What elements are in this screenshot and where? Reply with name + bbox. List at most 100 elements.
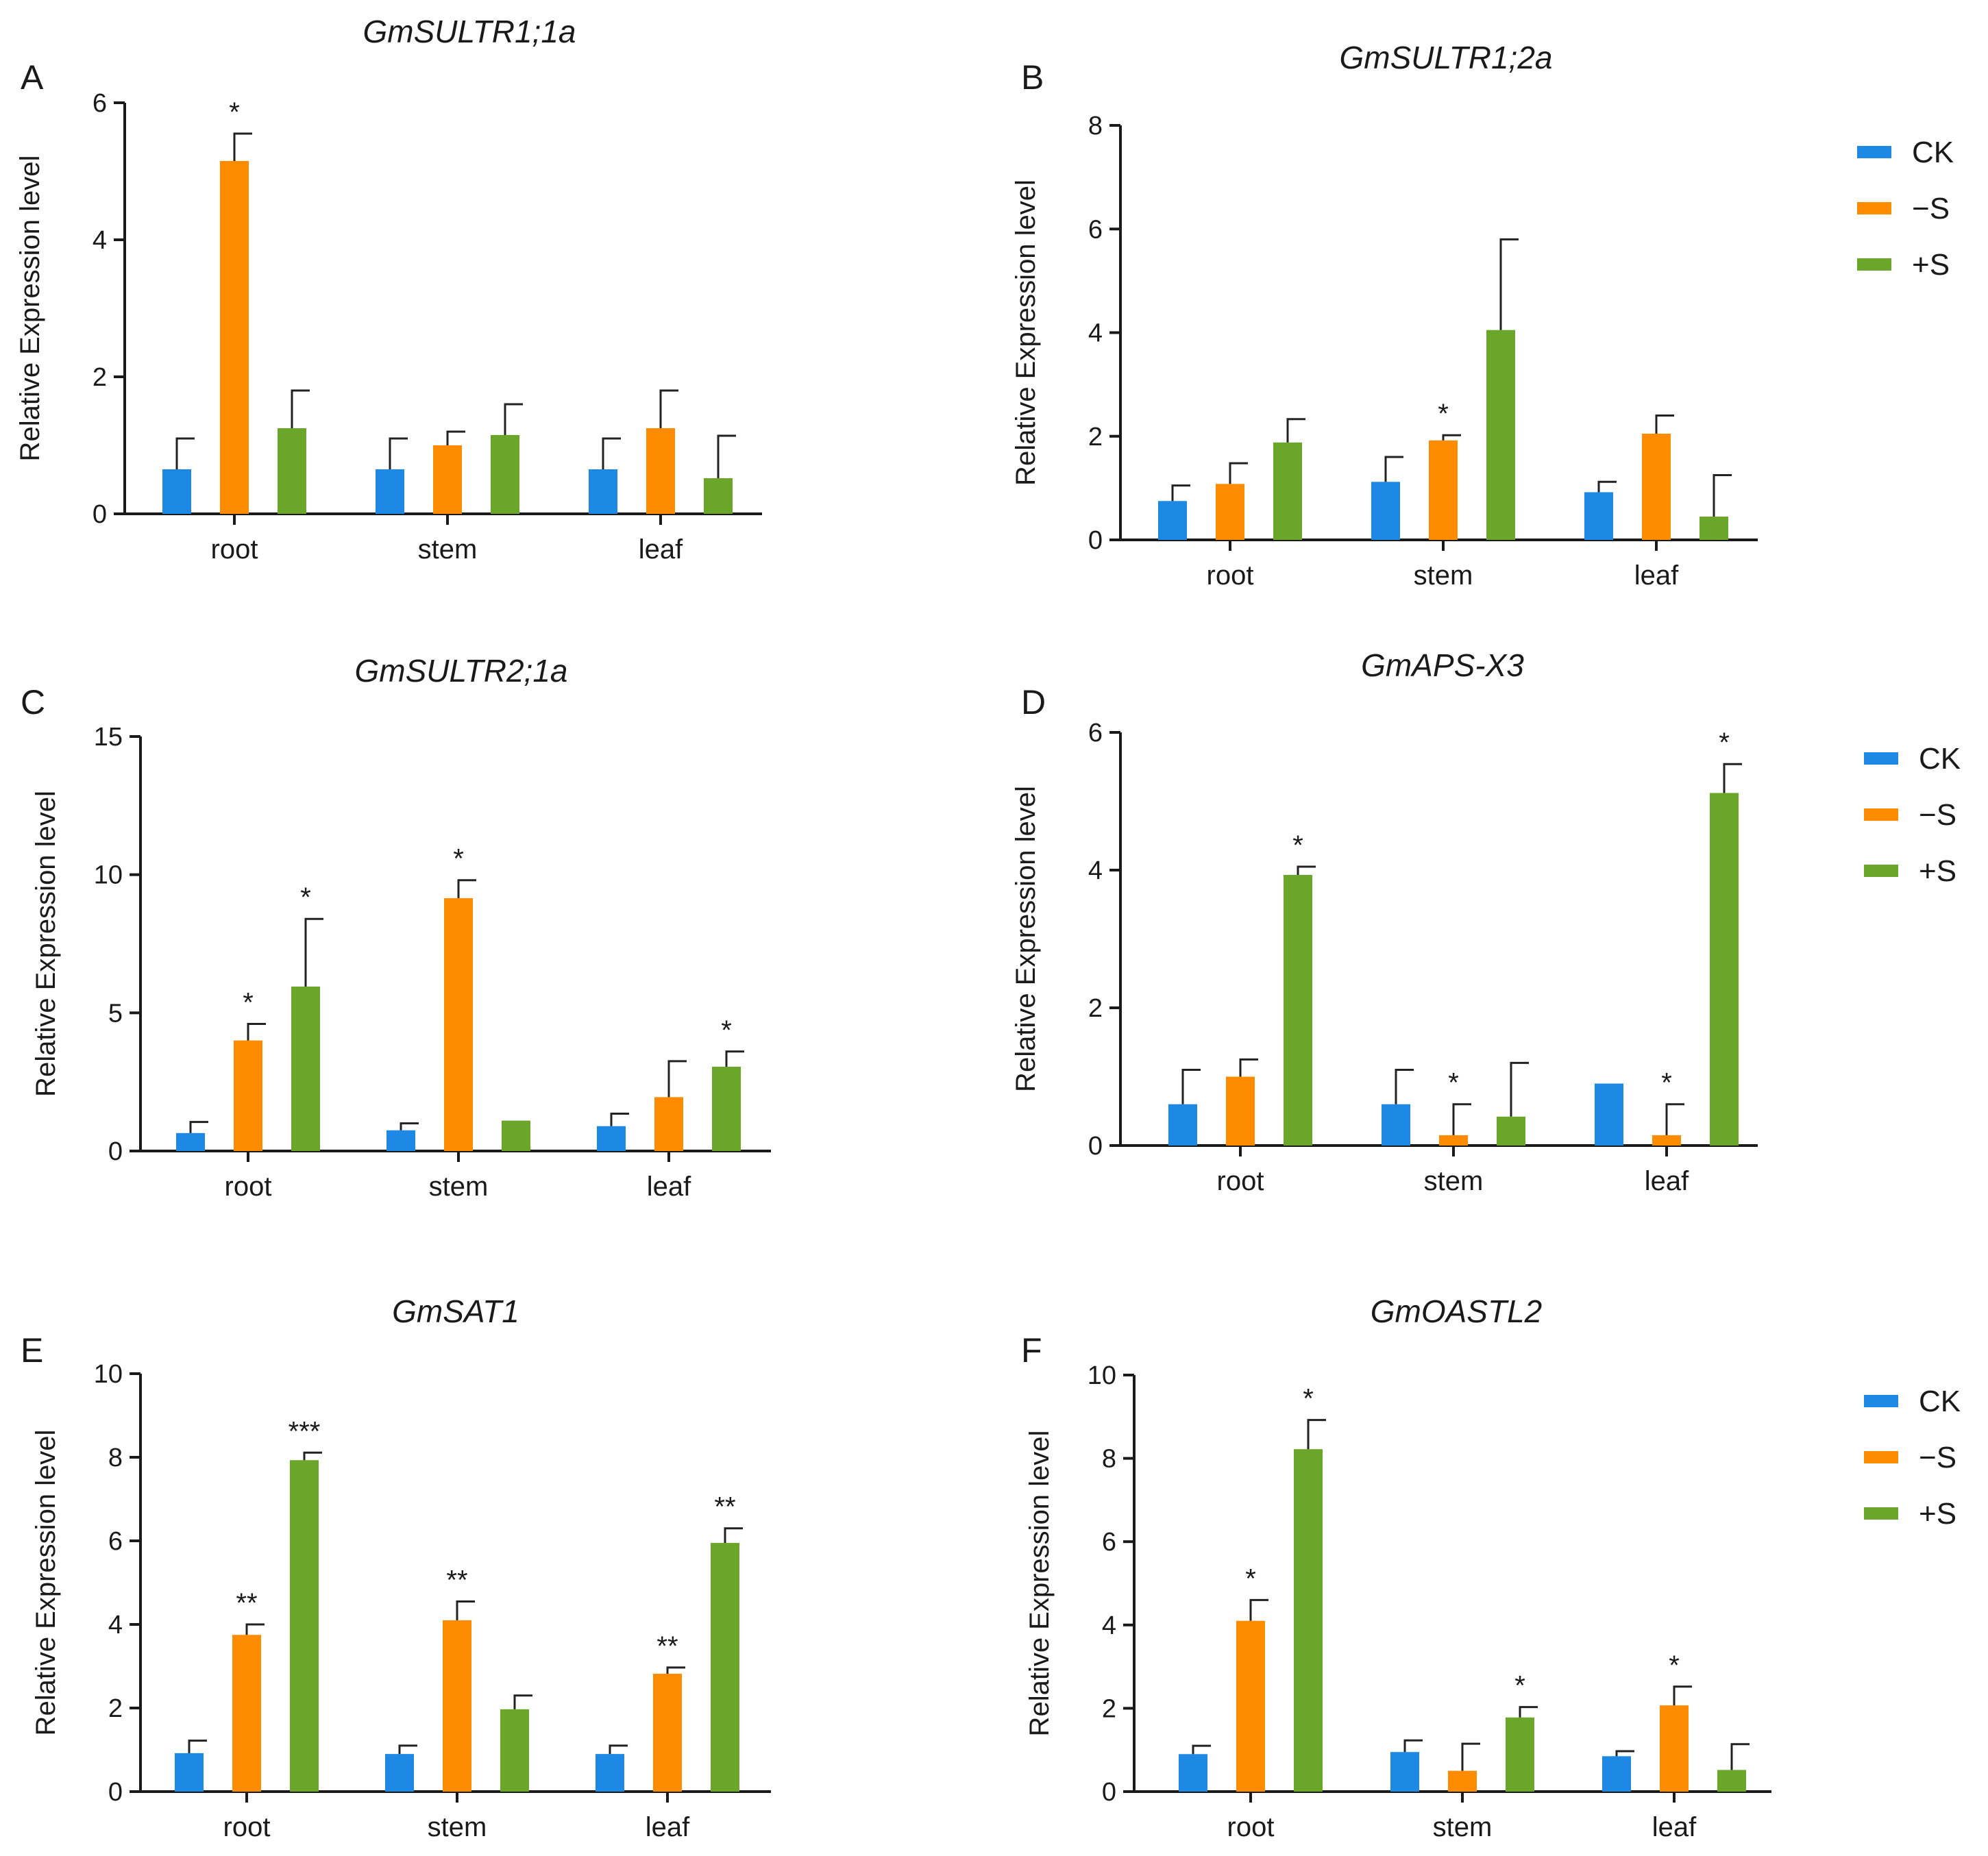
x-tick-label: stem xyxy=(418,534,478,565)
legend-swatch xyxy=(1864,808,1898,821)
x-tick-label: root xyxy=(1207,560,1254,591)
legend-swatch xyxy=(1857,202,1891,214)
bar xyxy=(589,469,617,514)
legend: CK −S +S xyxy=(1857,136,1954,282)
legend-label: −S xyxy=(1912,192,1950,225)
bar xyxy=(654,1097,683,1151)
x-tick-label: leaf xyxy=(646,1812,690,1842)
bar xyxy=(1602,1756,1631,1792)
y-axis-label: Relative Expression level xyxy=(1011,786,1041,1092)
legend: CK −S +S xyxy=(1864,1385,1961,1531)
y-tick-label: 6 xyxy=(1088,215,1103,244)
chart-title: GmSULTR1;2a xyxy=(1339,40,1552,75)
legend: CK −S +S xyxy=(1864,742,1961,888)
bar xyxy=(376,469,404,514)
y-tick-label: 2 xyxy=(1088,994,1103,1023)
panel-letter: A xyxy=(21,58,44,97)
y-tick-label: 0 xyxy=(1088,1132,1103,1161)
x-tick-label: stem xyxy=(428,1812,487,1842)
y-tick-label: 0 xyxy=(93,500,107,529)
bar xyxy=(232,1635,261,1792)
y-tick-label: 5 xyxy=(108,999,123,1028)
legend-swatch xyxy=(1864,1451,1898,1463)
chart-panel-c: C GmSULTR2;1a Relative Expression level 0 5 1… xyxy=(21,653,771,1202)
y-tick-label: 8 xyxy=(1102,1445,1116,1474)
panel-letter: B xyxy=(1021,58,1044,97)
bar xyxy=(596,1754,624,1792)
y-tick-label: 10 xyxy=(94,1360,123,1389)
bar xyxy=(1216,484,1244,540)
bar xyxy=(1382,1104,1410,1146)
significance-label: ** xyxy=(714,1492,735,1522)
significance-label: * xyxy=(1438,399,1449,429)
chart-title: GmOASTL2 xyxy=(1371,1294,1543,1329)
bar xyxy=(162,469,191,514)
bar xyxy=(1226,1076,1255,1146)
y-tick-label: 6 xyxy=(1102,1528,1116,1557)
bar xyxy=(712,1066,741,1151)
x-tick-label: leaf xyxy=(639,534,683,565)
bar xyxy=(491,435,519,514)
bar xyxy=(1179,1754,1207,1792)
significance-label: ** xyxy=(656,1631,678,1661)
significance-label: ** xyxy=(236,1588,257,1618)
bar xyxy=(443,1620,471,1792)
legend-swatch xyxy=(1864,1507,1898,1520)
y-tick-label: 10 xyxy=(1088,1361,1116,1390)
significance-label: * xyxy=(229,97,240,127)
x-tick-label: stem xyxy=(1433,1812,1493,1842)
bar xyxy=(1294,1449,1323,1792)
x-tick-label: leaf xyxy=(1645,1166,1689,1196)
x-tick-label: root xyxy=(225,1172,272,1202)
bar xyxy=(704,478,733,514)
y-tick-label: 6 xyxy=(1088,719,1103,747)
y-axis-label: Relative Expression level xyxy=(31,1430,61,1736)
significance-label: * xyxy=(1292,830,1303,861)
y-tick-label: 0 xyxy=(1102,1778,1116,1807)
legend-label: CK xyxy=(1919,742,1961,776)
chart-panel-d: D GmAPS-X3 Relative Expression level 0 2 4 6 ro… xyxy=(1011,647,1961,1196)
y-tick-label: 8 xyxy=(108,1444,123,1472)
y-tick-label: 0 xyxy=(108,1137,123,1166)
chart-title: GmSULTR2;1a xyxy=(354,653,567,689)
bar xyxy=(1429,440,1458,540)
y-tick-label: 6 xyxy=(93,89,107,118)
chart-panel-b: B GmSULTR1;2a Relative Expression level 0 2 4… xyxy=(1011,40,1954,591)
bar xyxy=(1584,492,1613,540)
panel-letter: E xyxy=(21,1331,43,1370)
panel-letter: F xyxy=(1021,1331,1042,1370)
significance-label: *** xyxy=(289,1416,321,1446)
bar xyxy=(1699,516,1728,540)
legend-label: +S xyxy=(1919,854,1956,888)
x-tick-label: leaf xyxy=(647,1172,691,1202)
legend-label: +S xyxy=(1919,1497,1956,1531)
significance-label: * xyxy=(1669,1650,1680,1681)
y-axis-label: Relative Expression level xyxy=(1011,180,1041,486)
bar xyxy=(1486,330,1515,540)
legend-label: CK xyxy=(1919,1385,1961,1418)
y-tick-label: 0 xyxy=(1088,526,1103,555)
y-tick-label: 15 xyxy=(94,723,123,752)
chart-panel-e: E GmSAT1 Relative Expression level 0 2 4 6 8 10 r… xyxy=(21,1294,771,1842)
significance-label: * xyxy=(300,882,311,913)
x-tick-label: root xyxy=(1227,1812,1275,1842)
panel-letter: C xyxy=(21,683,45,721)
bar xyxy=(1168,1104,1197,1146)
bar xyxy=(1448,1770,1477,1792)
bar xyxy=(1236,1620,1265,1792)
bar xyxy=(385,1754,414,1792)
bar xyxy=(646,428,675,514)
bar xyxy=(1439,1135,1468,1146)
chart-title: GmAPS-X3 xyxy=(1361,647,1524,683)
significance-label: * xyxy=(1719,728,1730,758)
bar xyxy=(1158,501,1187,540)
legend-swatch xyxy=(1864,1395,1898,1407)
chart-panel-f: F GmOASTL2 Relative Expression level 0 2 4 6 8 1… xyxy=(1021,1294,1961,1842)
bar xyxy=(1652,1135,1681,1146)
bar xyxy=(220,161,249,514)
y-tick-label: 2 xyxy=(93,363,107,392)
x-tick-label: stem xyxy=(1424,1166,1484,1196)
bar xyxy=(1371,482,1400,540)
bar xyxy=(1717,1770,1746,1792)
chart-panel-a: A GmSULTR1;1a Relative Expression level 0 2 4… xyxy=(15,14,762,565)
